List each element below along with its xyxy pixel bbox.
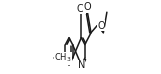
Text: O: O	[84, 2, 91, 12]
Text: O: O	[97, 21, 105, 31]
Text: Cl: Cl	[76, 4, 86, 14]
Text: N: N	[78, 60, 85, 70]
Text: CH$_3$: CH$_3$	[54, 52, 72, 64]
Text: O: O	[55, 53, 63, 63]
